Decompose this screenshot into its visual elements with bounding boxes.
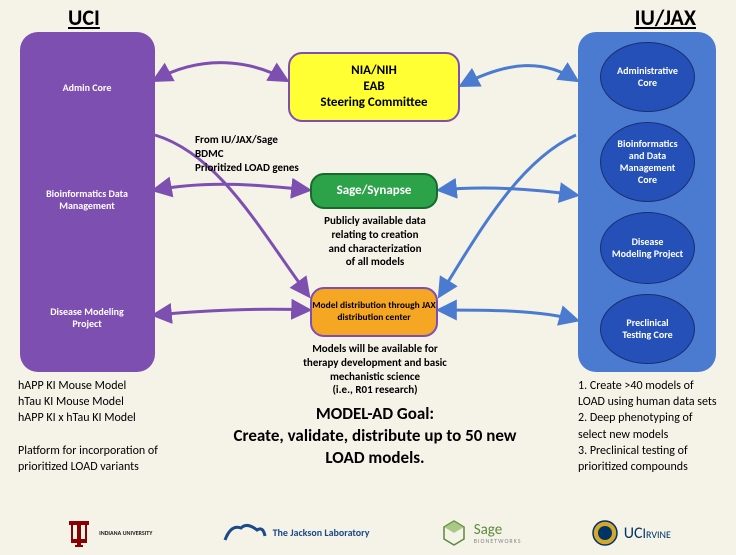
uci-hex-0: Admin Core <box>33 48 141 128</box>
center-box-2: Model distribution through JAX distribut… <box>310 287 438 337</box>
iujax-oval-1: Bioinformatics and Data Management Core <box>600 122 695 202</box>
iujax-oval-2: Disease Modeling Project <box>600 212 695 284</box>
center-box-0: NIA/NIHEABSteering Committee <box>288 52 460 122</box>
caption-1: Publicly available datarelating to creat… <box>300 214 450 269</box>
iujax-title: IU/JAX <box>635 4 696 31</box>
iujax-oval-0: Administrative Core <box>600 42 695 112</box>
center-box-1: Sage/Synapse <box>310 173 438 209</box>
uci-logo: UCIrvine <box>592 520 671 546</box>
iu-logo: INDIANA UNIVERSITY <box>65 517 152 549</box>
iujax-oval-3: Preclinical Testing Core <box>600 294 695 364</box>
logos-row: INDIANA UNIVERSITY The Jackson Laborator… <box>0 517 736 549</box>
jax-logo: The Jackson Laboratory <box>223 520 370 546</box>
uci-hex-2: Disease Modeling Project <box>33 275 141 360</box>
caption-0: From IU/JAX/SageBDMCPrioritized LOAD gen… <box>195 133 325 174</box>
uci-notes: hAPP KI Mouse ModelhTau KI Mouse ModelhA… <box>18 378 178 475</box>
caption-2: Models will be available fortherapy deve… <box>280 342 470 397</box>
uci-hex-1: Bioinformatics Data Management <box>33 155 141 245</box>
sage-logo: Sage BIONETWORKS <box>440 519 522 547</box>
goal-text: MODEL-AD Goal:Create, validate, distribu… <box>210 403 540 469</box>
iujax-notes: 1. Create >40 models of LOAD using human… <box>578 378 723 475</box>
uci-title: UCI <box>68 4 100 31</box>
